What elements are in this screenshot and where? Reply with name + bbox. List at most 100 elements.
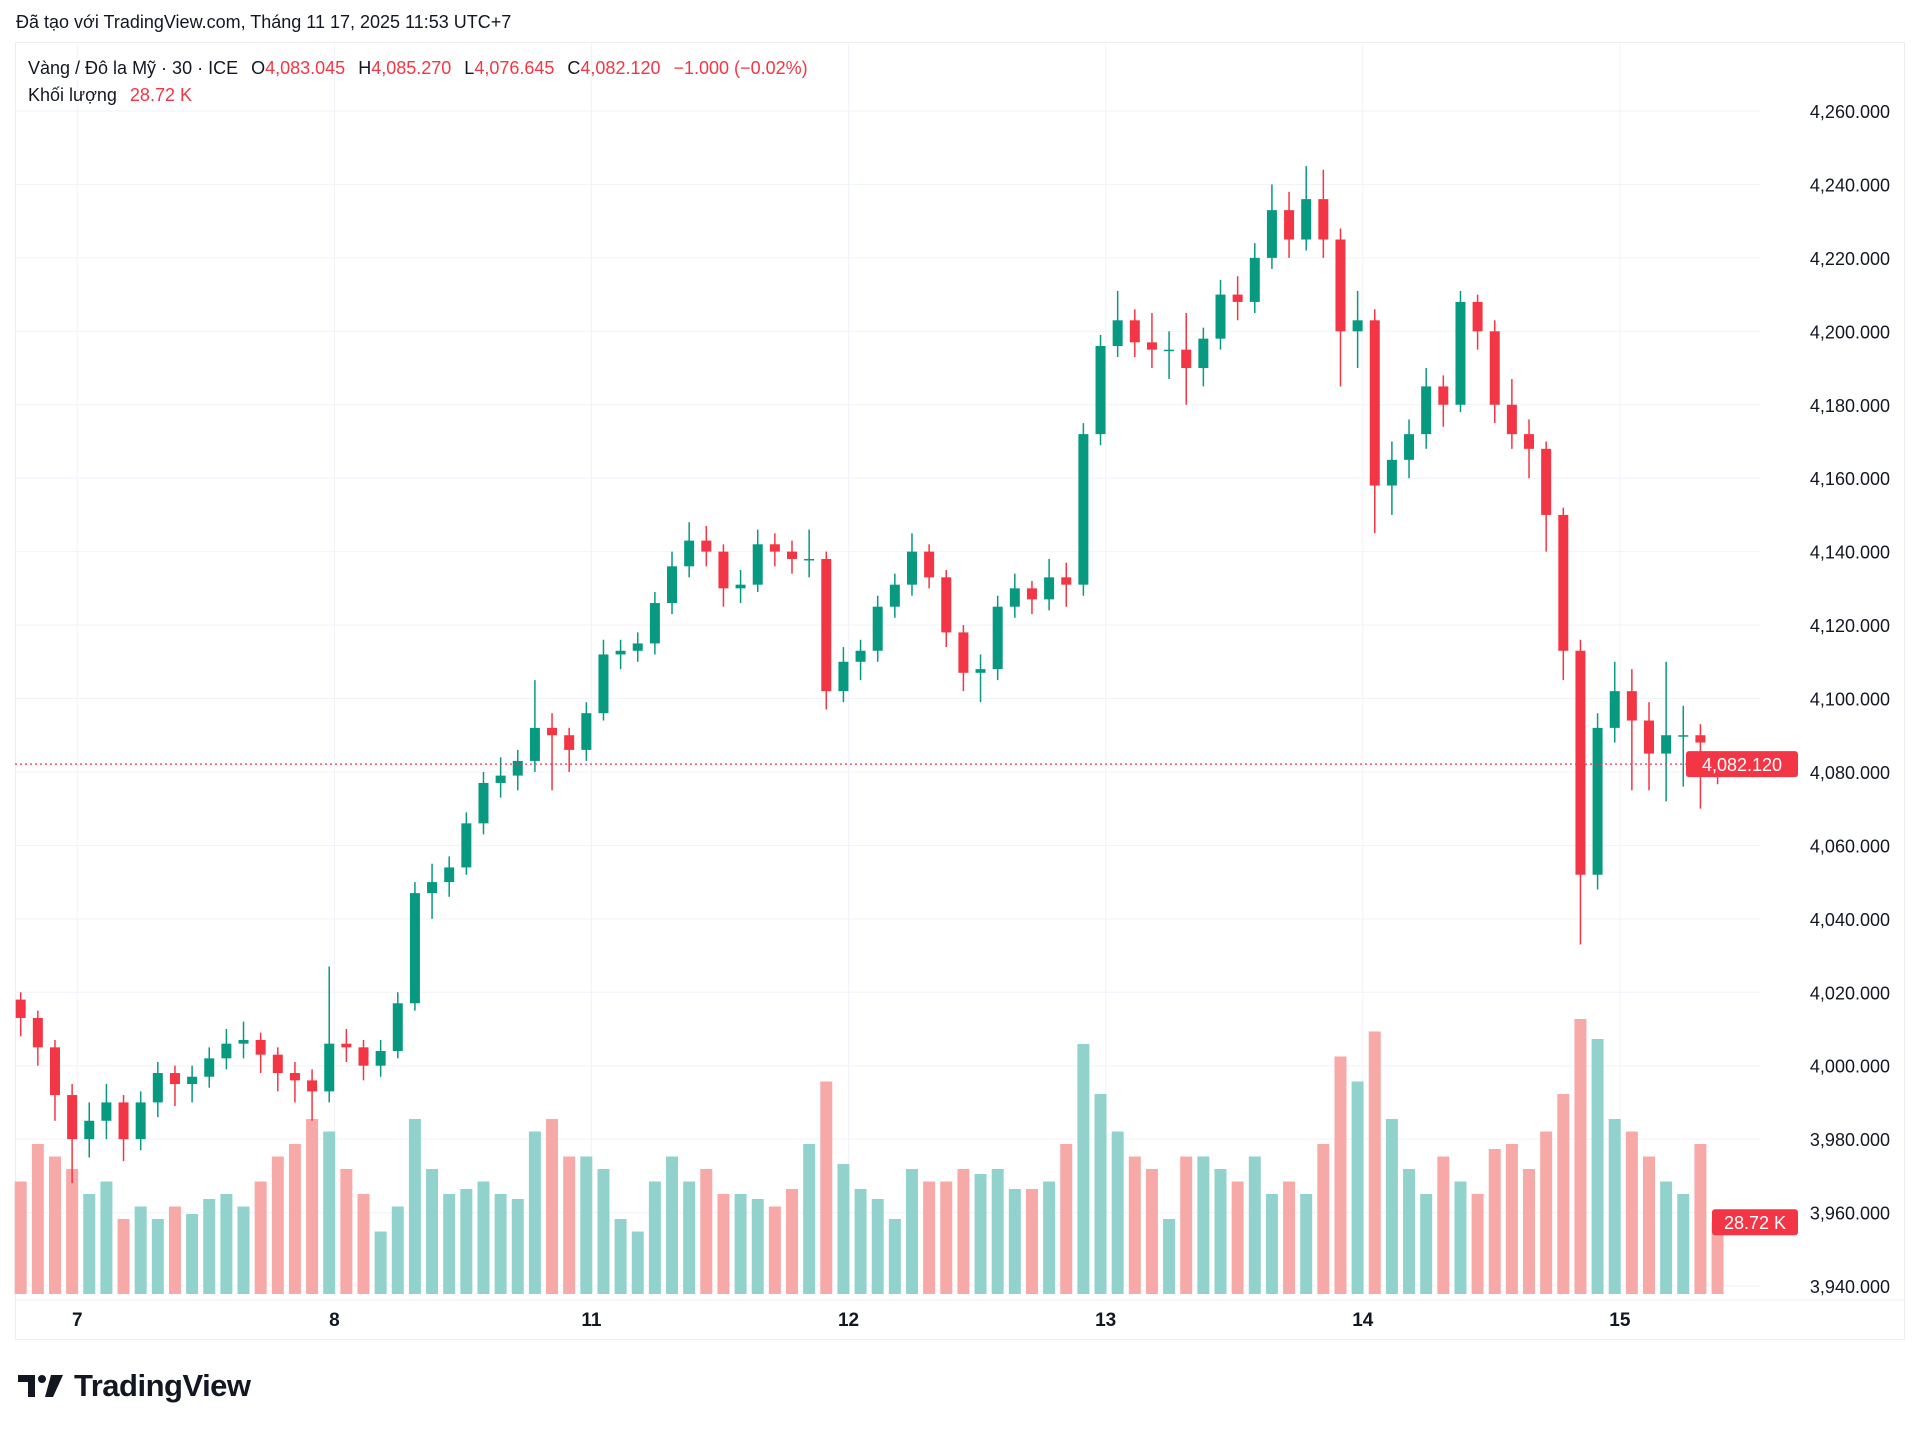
volume-bar: [391, 1206, 404, 1294]
volume-bar: [14, 1181, 27, 1294]
candle-body: [101, 1102, 112, 1121]
volume-bar: [597, 1169, 610, 1294]
y-tick-label: 4,160.000: [1810, 469, 1890, 489]
volume-bar: [580, 1156, 593, 1294]
legend: Vàng / Đô la Mỹ · 30 · ICE O4,083.045 H4…: [28, 55, 808, 109]
candle-body: [1438, 386, 1449, 405]
volume-bar: [546, 1119, 559, 1294]
x-tick-label: 8: [329, 1310, 340, 1331]
y-tick-label: 4,200.000: [1810, 322, 1890, 342]
x-tick-label: 14: [1352, 1310, 1374, 1331]
volume-bar: [528, 1131, 541, 1294]
volume-bar: [477, 1181, 490, 1294]
y-tick-label: 4,260.000: [1810, 102, 1890, 122]
y-tick-label: 4,080.000: [1810, 763, 1890, 783]
volume-bar: [837, 1164, 850, 1294]
candle-body: [1009, 588, 1020, 607]
y-tick-label: 4,000.000: [1810, 1057, 1890, 1077]
tradingview-logo[interactable]: TradingView: [18, 1368, 251, 1404]
volume-bar: [1454, 1181, 1467, 1294]
candle-body: [1146, 342, 1157, 350]
chart-frame: [15, 42, 1905, 1340]
candle-body: [1592, 727, 1603, 875]
volume-label[interactable]: Khối lượng: [28, 85, 117, 105]
candle-body: [1386, 459, 1397, 486]
change-value: −1.000 (−0.02%): [673, 58, 808, 78]
candle-body: [84, 1120, 95, 1140]
volume-bar: [751, 1199, 764, 1294]
y-tick-label: 4,240.000: [1810, 175, 1890, 195]
candle-body: [221, 1043, 232, 1059]
volume-bar: [31, 1144, 44, 1294]
volume-bar: [203, 1199, 216, 1294]
candle-body: [804, 558, 815, 561]
candle-body: [1352, 320, 1363, 332]
candle-body: [289, 1073, 300, 1081]
open-value: 4,083.045: [265, 58, 346, 78]
volume-bar: [1025, 1189, 1038, 1294]
volume-bar: [683, 1181, 696, 1294]
candle-body: [1164, 349, 1175, 352]
volume-bar: [1180, 1156, 1193, 1294]
volume-bar: [803, 1144, 816, 1294]
volume-bar: [854, 1189, 867, 1294]
time-axis: 7 8 11 12 13 14 15: [72, 1310, 1631, 1331]
candle-body: [649, 603, 660, 644]
candle-body: [1661, 735, 1672, 754]
candle-body: [632, 643, 643, 651]
candle-body: [1215, 294, 1226, 339]
y-tick-label: 4,120.000: [1810, 616, 1890, 636]
ohlc-row: Vàng / Đô la Mỹ · 30 · ICE O4,083.045 H4…: [28, 55, 808, 82]
candle-body: [1489, 331, 1500, 405]
candle-body: [598, 654, 609, 714]
logo-text: TradingView: [74, 1368, 251, 1403]
volume-bar: [1043, 1181, 1056, 1294]
volume-bar: [1248, 1156, 1261, 1294]
candle-body: [1232, 294, 1243, 302]
volume-bar: [768, 1206, 781, 1294]
close-value: 4,082.120: [580, 58, 661, 78]
volume-bar: [974, 1174, 987, 1294]
volume-bar: [991, 1169, 1004, 1294]
low-label: L: [464, 58, 475, 78]
volume-bar: [1643, 1156, 1655, 1294]
candle-body: [1644, 720, 1654, 754]
volume-bar: [940, 1181, 953, 1294]
close-label: C: [567, 58, 581, 78]
volume-bar: [168, 1206, 181, 1294]
volume-bar: [1420, 1194, 1433, 1294]
volume-bar: [786, 1189, 798, 1294]
symbol-title[interactable]: Vàng / Đô la Mỹ · 30 · ICE: [28, 58, 239, 78]
candle-body: [255, 1039, 266, 1055]
candle-body: [204, 1058, 215, 1077]
volume-bar: [666, 1156, 679, 1294]
candle-body: [409, 893, 420, 1004]
candle-body: [187, 1076, 198, 1085]
candle-body: [564, 735, 575, 750]
volume-bar: [1711, 1222, 1724, 1294]
candle-body: [1455, 301, 1466, 405]
candle-body: [49, 1047, 60, 1096]
candle-body: [1695, 735, 1706, 743]
x-tick-label: 13: [1095, 1310, 1116, 1331]
candle-body: [444, 867, 455, 883]
candle-body: [667, 566, 678, 604]
candle-body: [821, 558, 832, 692]
candle-body: [427, 882, 438, 894]
y-tick-label: 4,060.000: [1810, 836, 1890, 856]
candle-body: [975, 669, 986, 673]
candle-body: [958, 632, 969, 673]
volume-bar: [1437, 1156, 1450, 1294]
volume-bar: [426, 1169, 439, 1294]
candle-body: [1318, 199, 1329, 240]
candle-body: [787, 551, 797, 559]
candle-body: [1112, 320, 1123, 346]
volume-bar: [254, 1181, 267, 1294]
candle-body: [118, 1102, 129, 1140]
volume-bar: [631, 1231, 644, 1294]
volume-bar: [1591, 1039, 1604, 1294]
chart-credit: Đã tạo với TradingView.com, Tháng 11 17,…: [16, 12, 512, 32]
volume-bar: [923, 1181, 936, 1294]
candle-body: [1301, 199, 1312, 240]
